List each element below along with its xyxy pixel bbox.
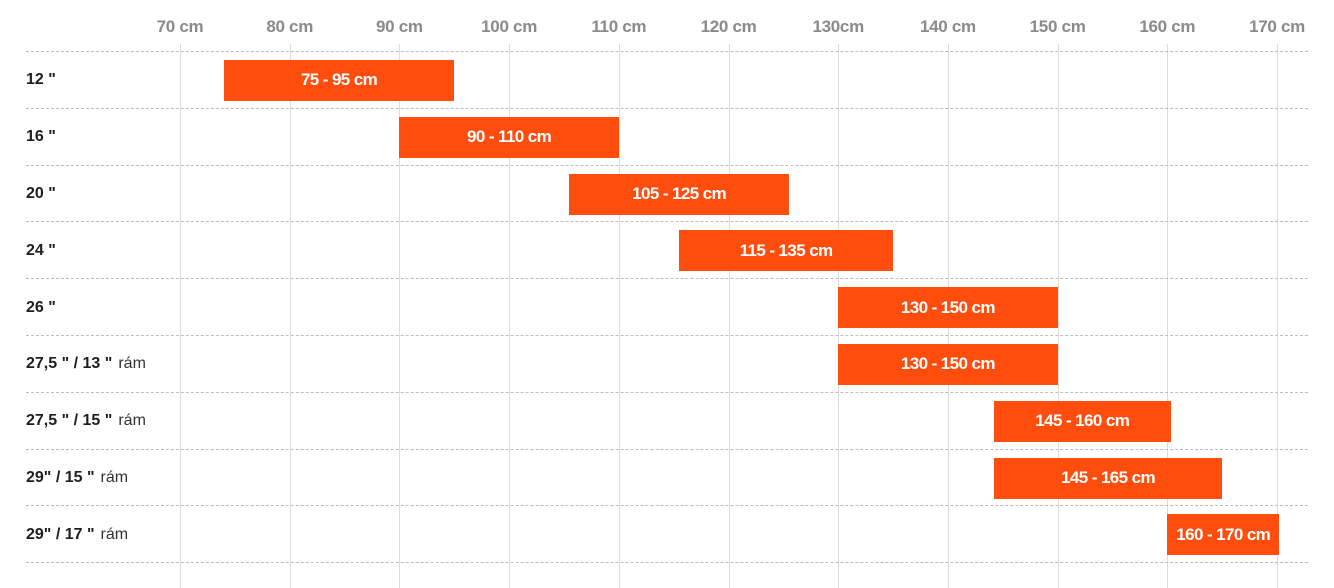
row-separator bbox=[26, 107, 1308, 109]
row-separator bbox=[26, 164, 1308, 166]
x-gridline bbox=[1167, 44, 1169, 588]
x-gridline bbox=[509, 44, 511, 588]
x-tick-label: 160 cm bbox=[1139, 17, 1196, 36]
row-label: 20 " bbox=[26, 184, 56, 204]
row-label: 16 " bbox=[26, 127, 56, 147]
height-range-bar: 115 - 135 cm bbox=[679, 230, 894, 272]
height-range-bar: 145 - 165 cm bbox=[993, 457, 1223, 499]
x-tick-label: 110 cm bbox=[591, 17, 647, 36]
x-gridline bbox=[289, 44, 291, 588]
bar-value-label: 130 - 150 cm bbox=[900, 354, 996, 374]
bar-value-label: 160 - 170 cm bbox=[1176, 524, 1271, 544]
bar-value-label: 75 - 95 cm bbox=[300, 70, 378, 90]
x-gridline bbox=[728, 44, 730, 588]
wheel-size: 12 " bbox=[26, 71, 56, 89]
frame-label: rám bbox=[118, 412, 146, 430]
row-label: 27,5 " / 15 " rám bbox=[26, 411, 146, 431]
wheel-size: 24 " bbox=[26, 241, 56, 259]
x-tick-label: 140 cm bbox=[919, 17, 976, 36]
wheel-size: 29" / 15 " bbox=[26, 469, 95, 486]
row-separator bbox=[26, 51, 1308, 52]
bar-value-label: 105 - 125 cm bbox=[632, 184, 727, 203]
wheel-size: 27,5 " / 13 " bbox=[26, 355, 113, 373]
row-separator bbox=[26, 505, 1308, 507]
wheel-size: 29" / 17 " bbox=[26, 525, 95, 543]
frame-label: rám bbox=[100, 525, 129, 543]
height-range-bar: 160 - 170 cm bbox=[1167, 514, 1280, 556]
row-separator bbox=[26, 278, 1308, 280]
x-gridline bbox=[180, 44, 181, 588]
frame-label: rám bbox=[118, 355, 146, 373]
row-label: 12 " bbox=[26, 70, 56, 90]
row-label: 26 " bbox=[26, 298, 56, 318]
row-label: 24 " bbox=[26, 241, 56, 261]
wheel-size: 26 " bbox=[26, 298, 56, 316]
row-label: 29" / 15 " rám bbox=[26, 468, 128, 488]
x-gridline bbox=[618, 44, 620, 588]
height-range-bar: 90 - 110 cm bbox=[399, 116, 619, 158]
row-label: 29" / 17 " rám bbox=[26, 525, 128, 545]
x-tick-label: 70 cm bbox=[156, 17, 204, 36]
height-range-bar: 130 - 150 cm bbox=[838, 343, 1058, 385]
row-separator bbox=[26, 448, 1308, 450]
height-range-bar: 75 - 95 cm bbox=[223, 59, 455, 101]
x-tick-label: 120 cm bbox=[700, 17, 757, 36]
row-separator bbox=[26, 562, 1308, 564]
row-separator bbox=[26, 391, 1308, 393]
row-separator bbox=[26, 335, 1308, 336]
wheel-size: 16 " bbox=[26, 128, 56, 146]
x-tick-label: 80 cm bbox=[266, 17, 314, 36]
height-range-bar: 105 - 125 cm bbox=[569, 173, 789, 215]
frame-label: rám bbox=[100, 469, 129, 486]
x-tick-label: 130cm bbox=[812, 17, 864, 36]
x-tick-label: 100 cm bbox=[481, 17, 538, 36]
x-tick-label: 170 cm bbox=[1249, 17, 1305, 36]
wheel-size: 27,5 " / 15 " bbox=[26, 412, 113, 430]
x-gridline bbox=[399, 44, 401, 588]
height-range-bar: 145 - 160 cm bbox=[993, 400, 1171, 442]
x-gridline bbox=[1057, 44, 1059, 588]
x-tick-label: 150 cm bbox=[1029, 17, 1086, 36]
bar-value-label: 130 - 150 cm bbox=[900, 297, 996, 317]
bar-value-label: 145 - 165 cm bbox=[1061, 468, 1156, 487]
wheel-size: 20 " bbox=[26, 185, 56, 202]
row-label: 27,5 " / 13 " rám bbox=[26, 354, 146, 374]
x-gridline bbox=[1277, 44, 1278, 588]
bar-value-label: 90 - 110 cm bbox=[467, 127, 552, 147]
height-range-bar: 130 - 150 cm bbox=[838, 287, 1058, 329]
bar-value-label: 115 - 135 cm bbox=[739, 240, 834, 260]
x-tick-label: 90 cm bbox=[376, 17, 423, 36]
row-separator bbox=[26, 221, 1308, 223]
bar-value-label: 145 - 160 cm bbox=[1035, 411, 1130, 431]
